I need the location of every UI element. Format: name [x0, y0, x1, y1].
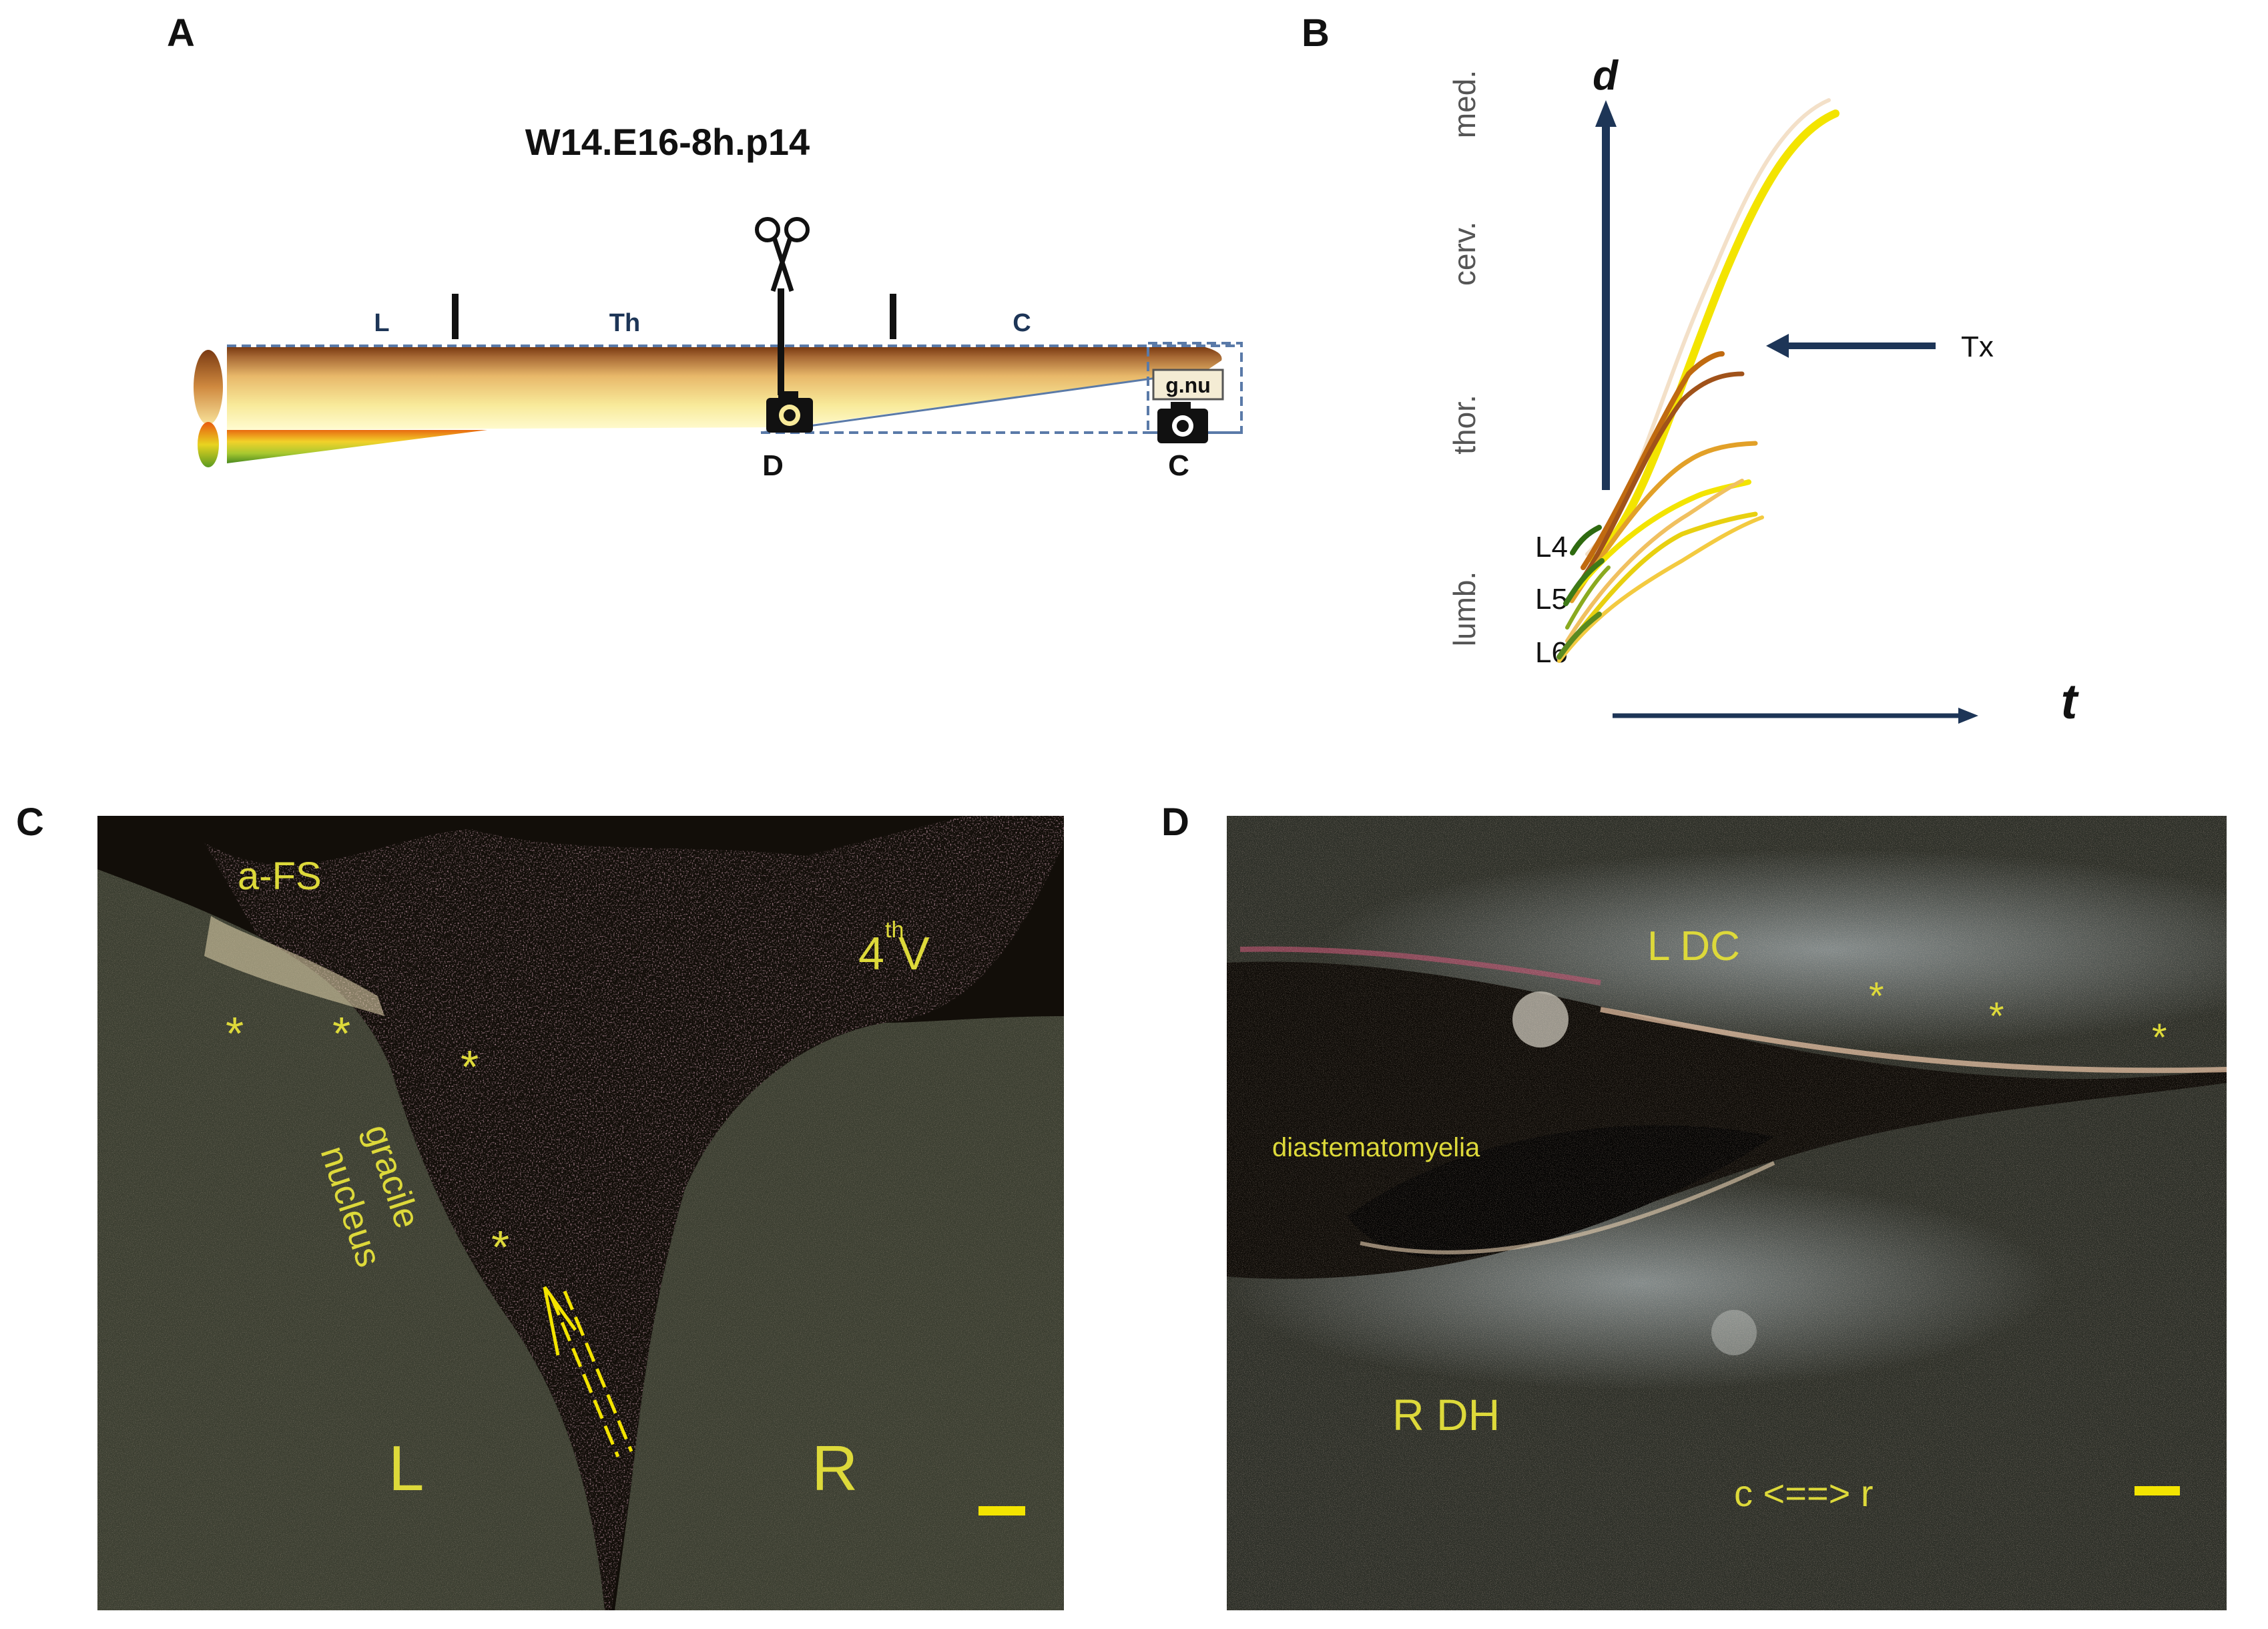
segment-label-lumbar: L [374, 309, 389, 337]
scale-bar [2135, 1486, 2180, 1495]
asterisk-marker: * [1989, 995, 2004, 1038]
level-label-l5: L5 [1535, 583, 1568, 616]
camera-label-d: D [762, 449, 784, 482]
label-right: R [812, 1433, 858, 1504]
cut-line [778, 288, 784, 395]
scissors-icon [755, 217, 810, 292]
gnu-label: g.nu [1165, 373, 1211, 397]
gnu-box [1152, 369, 1224, 401]
camera-icon [766, 391, 813, 433]
y-axis-label: d [1593, 53, 1619, 99]
label-diastematomyelia: diastematomyelia [1272, 1133, 1480, 1162]
asterisk-marker: * [1869, 975, 1884, 1018]
micrograph-d: L DC * * * diastematomyelia R DH c <==> … [1227, 816, 2227, 1610]
region-label-cervical: cerv. [1447, 222, 1482, 286]
label-left: L [388, 1433, 424, 1504]
x-axis-label: t [2061, 674, 2080, 729]
label-caudal-rostral: c <==> r [1734, 1472, 1874, 1514]
level-label-l4: L4 [1535, 531, 1568, 563]
spinal-cord-body [227, 347, 1222, 430]
cord-end-cap [198, 422, 219, 467]
asterisk-marker: * [491, 1221, 509, 1273]
label-fourth-ventricle-letter: V [898, 927, 930, 979]
panel-a-title: W14.E16-8h.p14 [525, 121, 810, 163]
tx-label: Tx [1961, 330, 1994, 363]
asterisk-marker: * [226, 1007, 244, 1060]
segment-divider [890, 294, 896, 339]
region-label-lumbar: lumb. [1447, 571, 1482, 646]
scale-bar [978, 1506, 1025, 1516]
y-axis-arrowhead [1595, 100, 1617, 127]
panel-letter-c: C [16, 800, 44, 844]
lumbar-taper [227, 430, 487, 463]
camera-label-c: C [1168, 449, 1189, 482]
panel-letter-b: B [1302, 11, 1330, 55]
label-l-dc: L DC [1647, 923, 1740, 969]
camera-icon [1157, 402, 1208, 443]
region-label-medulla: med. [1447, 70, 1482, 138]
segment-divider [452, 294, 459, 339]
growth-curves [1556, 98, 1839, 663]
region-label-thoracic: thor. [1447, 395, 1482, 455]
panel-letter-d: D [1161, 800, 1189, 844]
label-fourth-ventricle-number: 4 [858, 927, 884, 979]
cord-end-cap [194, 350, 223, 425]
dashed-arrow [543, 1286, 633, 1457]
label-a-fs: a-FS [238, 855, 322, 898]
segment-label-cervical: C [1013, 309, 1031, 337]
asterisk-marker: * [461, 1041, 479, 1093]
segment-label-thoracic: Th [609, 309, 640, 337]
panel-b-diagram: med. cerv. thor. lumb. d t Tx L4 L5 L6 [1447, 53, 2080, 729]
label-r-dh: R DH [1392, 1390, 1500, 1439]
asterisk-marker: * [2152, 1016, 2167, 1060]
cord-outline [760, 370, 1206, 434]
asterisk-marker: * [332, 1007, 350, 1060]
micrograph-c: a-FS 4 th V * * * * gracile nucleus L R [97, 816, 1064, 1610]
label-fourth-ventricle-superscript: th [885, 917, 904, 943]
panel-letter-a: A [167, 11, 195, 55]
tx-arrowhead [1766, 334, 1789, 358]
panel-a-schematic: W14.E16-8h.p14 L Th C g.nu D C [194, 121, 1243, 482]
x-axis-arrowhead [1958, 708, 1978, 724]
